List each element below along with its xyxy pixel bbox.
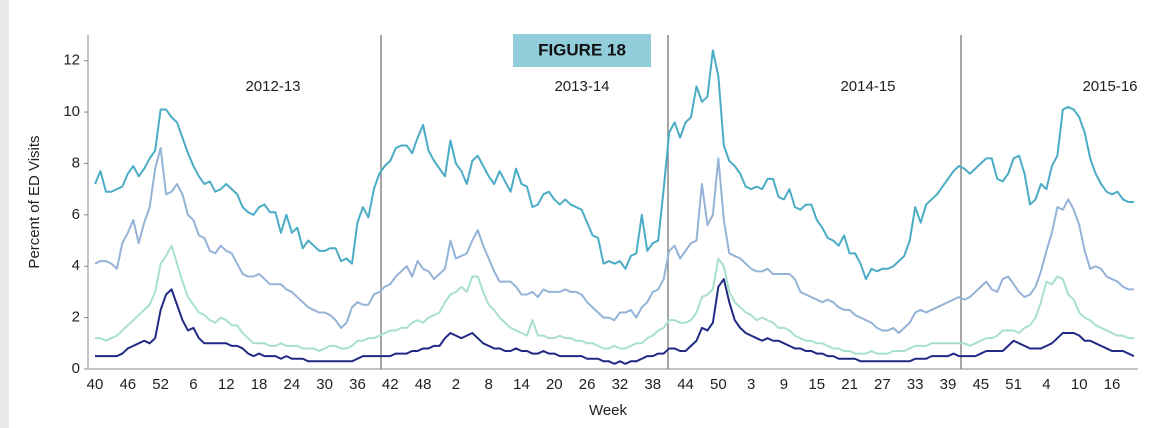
- x-tick-label: 14: [513, 376, 530, 393]
- x-tick-label: 51: [1005, 376, 1022, 393]
- x-tick-label: 12: [218, 376, 235, 393]
- x-tick-label: 46: [119, 376, 136, 393]
- y-tick-label: 12: [63, 52, 80, 69]
- y-tick-label: 10: [63, 103, 80, 120]
- series-line: [95, 244, 1134, 355]
- x-tick-label: 6: [189, 376, 197, 393]
- x-tick-label: 4: [1042, 376, 1050, 393]
- side-strip: [0, 0, 9, 428]
- plot-area: [380, 35, 962, 369]
- y-tick-label: 6: [72, 206, 80, 223]
- x-tick-label: 15: [808, 376, 825, 393]
- figure-label: FIGURE 18: [538, 40, 626, 59]
- x-tick-label: 26: [579, 376, 596, 393]
- x-tick-label: 10: [1071, 376, 1088, 393]
- x-tick-label: 38: [644, 376, 661, 393]
- season-label: 2012-13: [245, 78, 300, 95]
- x-tick-label: 30: [316, 376, 333, 393]
- series-line: [94, 147, 1134, 335]
- figure-label-box: [513, 34, 651, 67]
- x-tick-label: 8: [485, 376, 493, 393]
- x-tick-label: 40: [87, 376, 104, 393]
- x-tick-label: 18: [251, 376, 268, 393]
- season-label: 2014-15: [840, 78, 895, 95]
- y-tick-label: 4: [72, 257, 80, 274]
- x-tick-label: 42: [382, 376, 399, 393]
- x-tick-label: 2: [452, 376, 460, 393]
- y-axis-title: Percent of ED Visits: [26, 135, 43, 268]
- x-tick-label: 3: [747, 376, 755, 393]
- x-tick-label: 45: [972, 376, 989, 393]
- x-tick-label: 39: [940, 376, 957, 393]
- x-tick-label: 36: [349, 376, 366, 393]
- x-tick-label: 50: [710, 376, 727, 393]
- x-tick-label: 33: [907, 376, 924, 393]
- x-tick-label: 27: [874, 376, 891, 393]
- season-label: 2013-14: [554, 78, 609, 95]
- x-tick-label: 52: [152, 376, 169, 393]
- season-label: 2015-16: [1082, 78, 1137, 95]
- x-axis-title: Week: [589, 402, 628, 419]
- series-line: [95, 278, 1135, 365]
- y-tick-label: 2: [72, 309, 80, 326]
- x-tick-label: 16: [1104, 376, 1121, 393]
- y-tick-label: 8: [72, 154, 80, 171]
- x-tick-label: 48: [415, 376, 432, 393]
- x-tick-label: 9: [780, 376, 788, 393]
- x-tick-label: 21: [841, 376, 858, 393]
- y-tick-label: 0: [72, 360, 80, 377]
- series-line: [94, 49, 1134, 281]
- x-tick-label: 44: [677, 376, 694, 393]
- x-tick-label: 20: [546, 376, 563, 393]
- x-tick-label: 32: [612, 376, 629, 393]
- x-tick-label: 24: [284, 376, 301, 393]
